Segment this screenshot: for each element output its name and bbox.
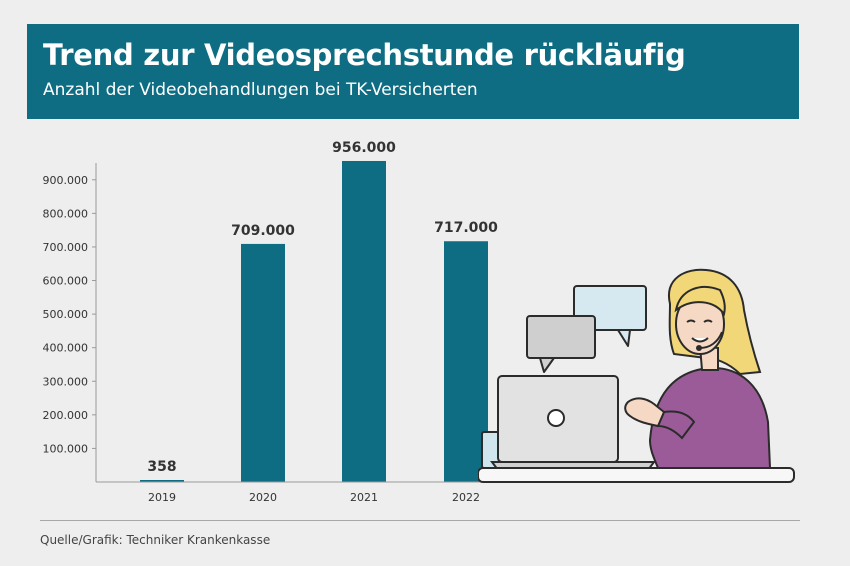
speech-bubble-icon — [526, 315, 596, 373]
doctor-video-call-illustration — [478, 268, 795, 483]
desk — [478, 467, 795, 483]
x-tick-label: 2022 — [452, 491, 480, 504]
y-tick-label: 600.000 — [43, 275, 89, 288]
y-tick-label: 900.000 — [43, 174, 89, 187]
y-tick-label: 800.000 — [43, 207, 89, 220]
bar-value-label: 717.000 — [434, 220, 498, 236]
bar-value-label: 358 — [147, 459, 176, 475]
value-labels: 358 709.000 956.000 717.000 — [147, 140, 498, 475]
bar-2019 — [140, 480, 184, 482]
source-note: Quelle/Grafik: Techniker Krankenkasse — [40, 533, 271, 547]
y-axis: 100.000 200.000 300.000 400.000 500.000 600.0… — [43, 163, 97, 482]
bar-2021 — [342, 160, 386, 482]
bars — [140, 160, 488, 482]
y-tick-label: 300.000 — [43, 375, 89, 388]
bar-2022 — [444, 241, 488, 482]
y-tick-label: 400.000 — [43, 342, 89, 355]
x-tick-label: 2020 — [249, 491, 277, 504]
x-axis: 2019 2020 2021 2022 — [96, 481, 498, 504]
y-tick-label: 700.000 — [43, 241, 89, 254]
chart-title: Trend zur Videosprechstunde rückläufig — [43, 38, 686, 72]
x-tick-label: 2021 — [350, 491, 378, 504]
footer-divider — [40, 520, 800, 521]
chart-subtitle: Anzahl der Videobehandlungen bei TK-Vers… — [43, 80, 478, 100]
y-tick-label: 100.000 — [43, 442, 89, 455]
header-banner: Trend zur Videosprechstunde rückläufig A… — [27, 24, 799, 119]
person-figure — [624, 268, 772, 469]
bar-2020 — [241, 243, 285, 482]
y-tick-label: 200.000 — [43, 409, 89, 422]
bar-value-label: 709.000 — [231, 223, 295, 239]
laptop-icon — [490, 375, 656, 471]
bar-value-label: 956.000 — [332, 140, 396, 156]
y-tick-label: 500.000 — [43, 308, 89, 321]
x-tick-label: 2019 — [148, 491, 176, 504]
